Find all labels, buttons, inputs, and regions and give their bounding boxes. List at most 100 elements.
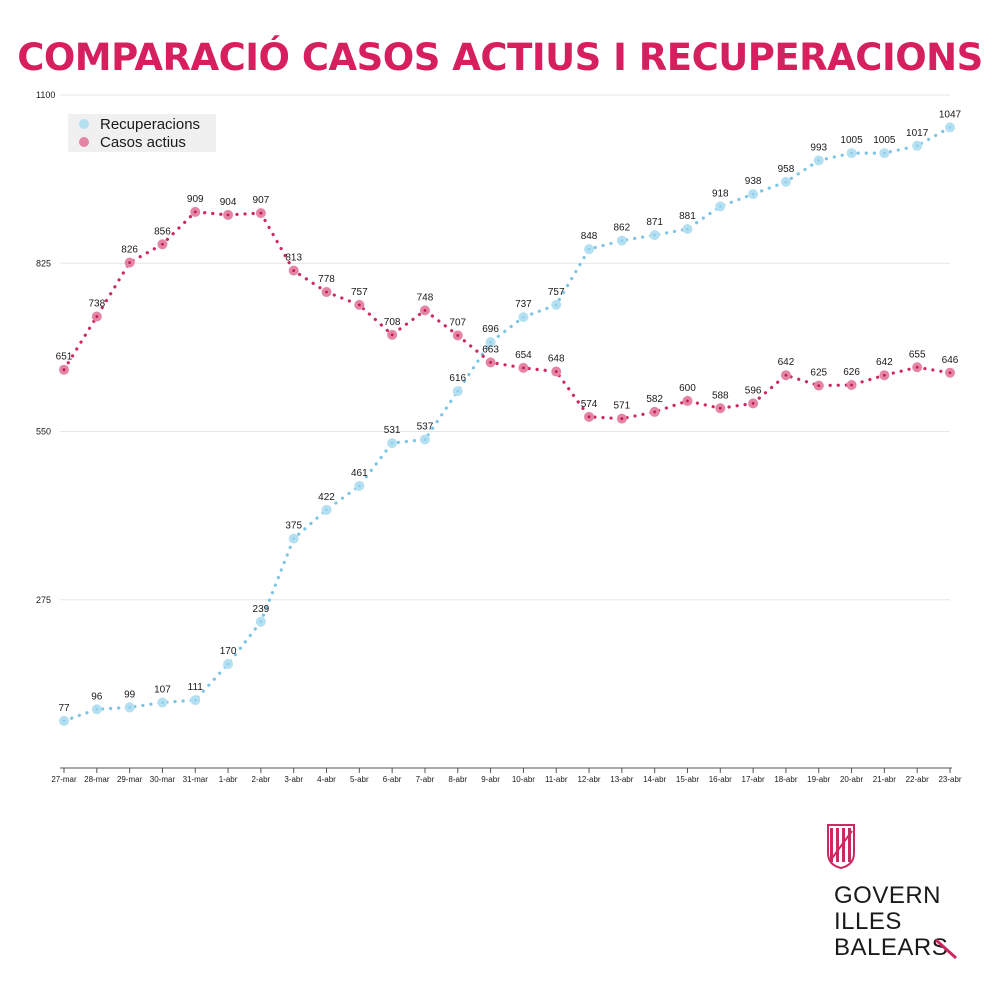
data-label: 993 [810,142,827,153]
data-point-center [784,180,788,184]
data-point-center [423,438,427,441]
data-label: 574 [581,399,598,410]
data-label: 1005 [840,135,863,146]
data-label: 663 [482,344,499,355]
logo-shield-outline [827,824,855,870]
data-point-center [161,701,164,704]
data-point-center [850,383,853,387]
data-label: 96 [91,691,103,702]
data-point-center [325,290,328,294]
data-point-center [620,239,624,243]
x-tick-label: 4-abr [317,775,336,784]
data-label: 1017 [906,128,929,139]
data-point-center [817,159,821,162]
x-tick-label: 15-abr [676,775,699,784]
data-point-center [95,315,99,318]
data-point-center [259,211,263,215]
data-label: 107 [154,685,171,696]
data-label: 707 [449,317,466,328]
data-point-center [489,360,492,364]
logo-diagonal [829,830,853,862]
x-tick-label: 21-abr [873,775,896,784]
x-tick-label: 16-abr [709,775,732,784]
data-label: 856 [154,226,171,237]
data-label: 708 [384,317,401,328]
data-point-center [915,144,919,148]
logo-line-2: ILLES [834,908,902,935]
data-point-center [423,308,427,312]
x-tick-label: 10-abr [512,775,535,784]
data-label: 642 [876,357,893,368]
data-point-center [193,698,197,702]
x-tick-label: 1-abr [219,775,238,784]
x-tick-label: 12-abr [577,775,600,784]
legend-marker [79,119,89,129]
x-tick-label: 18-abr [774,775,797,784]
data-label: 848 [581,231,598,242]
logo-stripe [830,828,833,862]
x-tick-label: 13-abr [610,775,633,784]
data-label: 537 [417,421,434,432]
data-label: 461 [351,468,368,479]
data-point-center [390,441,394,445]
data-point-center [915,365,919,369]
x-tick-label: 28-mar [84,775,110,784]
data-point-center [292,269,296,272]
data-label: 531 [384,425,401,436]
x-tick-label: 3-abr [284,775,303,784]
data-point-center [325,508,328,512]
data-point-center [226,662,230,666]
x-tick-label: 20-abr [840,775,863,784]
data-label: 757 [351,287,368,298]
logo-slash-icon [934,938,958,960]
data-label: 588 [712,390,729,401]
data-point-center [817,384,821,388]
data-label: 375 [285,521,302,532]
x-tick-label: 30-mar [150,775,176,784]
data-point-center [948,371,952,375]
data-label: 646 [942,355,959,366]
data-point-center [554,370,558,373]
data-label: 239 [253,604,270,615]
data-label: 571 [614,401,631,412]
logo-stripe [842,828,845,862]
data-point-center [292,537,296,540]
series-points [59,122,955,726]
data-point-center [128,706,132,709]
data-label: 737 [515,299,532,310]
x-tick-label: 9-abr [481,775,500,784]
data-label: 170 [220,646,237,657]
legend-box [68,114,216,152]
x-tick-label: 7-abr [416,775,435,784]
grid-lines [60,94,950,601]
data-label: 813 [285,253,302,264]
logo-line-3: BALEARS [834,934,949,961]
x-axis: 27-mar 28-mar 29-mar 30-mar 31-mar 1-abr 2-abr… [51,767,962,784]
data-point-center [784,373,788,377]
y-tick-label: 1100 [36,90,55,100]
data-point-center [161,242,164,246]
y-tick-label: 275 [36,595,51,605]
x-tick-label: 11-abr [545,775,568,784]
data-point-center [653,233,657,237]
y-axis: 275 550 825 1100 [36,90,55,605]
data-label: 1005 [873,135,896,146]
x-tick-label: 27-mar [51,775,77,784]
data-label: 654 [515,350,532,361]
legend-label: Casos actius [100,134,186,151]
data-label: 757 [548,287,565,298]
data-label: 651 [56,352,73,363]
data-point-center [193,210,197,214]
series-lines [62,125,952,723]
data-label: 738 [88,298,105,309]
data-point-center [587,415,591,419]
data-point-center [686,399,689,403]
data-point-center [390,333,394,337]
data-point-center [850,151,853,155]
x-tick-label: 31-mar [183,775,209,784]
data-point-center [259,620,263,624]
data-label: 422 [318,492,335,503]
data-label: 909 [187,194,204,205]
data-label: 748 [417,292,434,303]
